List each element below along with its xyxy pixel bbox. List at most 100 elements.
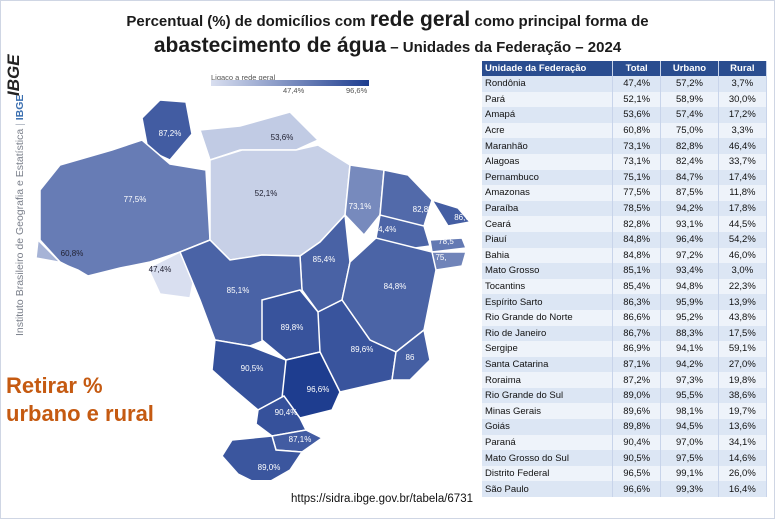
table-cell-value: 57,2% — [660, 76, 719, 92]
table-cell-value: 97,5% — [660, 450, 719, 466]
table-row: Mato Grosso 85,1% 93,4% 3,0% — [482, 263, 768, 279]
table-row: Alagoas 73,1% 82,4% 33,7% — [482, 153, 768, 170]
table-cell-value: 82,8% — [612, 216, 662, 232]
table-cell-value: 94,8% — [660, 278, 719, 295]
table-cell-value: 96,5% — [612, 465, 662, 482]
table-cell-state: Rio de Janeiro — [482, 325, 613, 342]
table-row: Amazonas 77,5% 87,5% 11,8% — [482, 185, 768, 201]
table-cell-value: 87,1% — [612, 356, 662, 373]
table-row: Maranhão 73,1% 82,8% 46,4% — [482, 138, 768, 154]
table-cell-value: 26,0% — [718, 465, 768, 482]
table-cell-value: 94,1% — [660, 341, 719, 357]
table-cell-state: Distrito Federal — [482, 465, 613, 482]
table-cell-value: 93,1% — [660, 216, 719, 232]
chart-title-line1: Percentual (%) de domicílios com rede ge… — [126, 8, 649, 31]
table-cell-state: Paraná — [482, 434, 613, 451]
map-region-label: 73,1% — [349, 202, 372, 211]
table-row: Rio de Janeiro 86,7% 88,3% 17,5% — [482, 325, 768, 342]
map-region-label: 85,4% — [313, 255, 336, 264]
table-cell-value: 90,4% — [612, 434, 662, 451]
table-row: Amapá 53,6% 57,4% 17,2% — [482, 107, 768, 123]
map-region — [429, 237, 468, 253]
map-region — [391, 328, 431, 381]
table-row: Mato Grosso do Sul 90,5% 97,5% 14,6% — [482, 450, 768, 466]
table-cell-value: 16,4% — [718, 481, 768, 498]
map-region-label: 87,1% — [289, 435, 312, 444]
table-cell-value: 13,6% — [718, 419, 768, 435]
table-cell-state: Pernambuco — [482, 169, 613, 186]
table-cell-value: 54,2% — [718, 231, 768, 248]
table-row: Pará 52,1% 58,9% 30,0% — [482, 91, 768, 108]
table-cell-value: 89,8% — [612, 419, 662, 435]
table-cell-value: 97,2% — [660, 247, 719, 264]
table-cell-value: 89,6% — [612, 403, 662, 420]
legend-max-label: 96,6% — [346, 86, 368, 95]
table-cell-state: Ceará — [482, 216, 613, 232]
table-cell-value: 52,1% — [612, 91, 662, 108]
table-cell-value: 44,5% — [718, 216, 768, 232]
table-row: Sergipe 86,9% 94,1% 59,1% — [482, 341, 768, 357]
table-row: Rio Grande do Sul 89,0% 95,5% 38,6% — [482, 387, 768, 404]
table-cell-value: 17,5% — [718, 325, 768, 342]
map-region-label: 82,8% — [413, 205, 436, 214]
table-cell-value: 90,5% — [612, 450, 662, 466]
table-row: Distrito Federal 96,5% 99,1% 26,0% — [482, 465, 768, 482]
source-link[interactable]: https://sidra.ibge.gov.br/tabela/6731 — [291, 493, 473, 505]
map-region-label: 96,6% — [307, 385, 330, 394]
map-region-label: 84,8% — [384, 282, 407, 291]
table-cell-value: 19,7% — [718, 403, 768, 420]
map-region-label: 53,6% — [271, 133, 294, 142]
data-table: Unidade da Federação Total Urbano Rural Ron… — [482, 61, 768, 498]
table-row: Piauí 84,8% 96,4% 54,2% — [482, 231, 768, 248]
table-cell-value: 57,4% — [660, 107, 719, 123]
table-cell-value: 17,4% — [718, 169, 768, 186]
table-row: Pernambuco 75,1% 84,7% 17,4% — [482, 169, 768, 186]
map-region-label: 77,5% — [124, 195, 147, 204]
table-cell-value: 95,5% — [660, 387, 719, 404]
table-header-cell: Total — [612, 61, 662, 76]
table-cell-value: 59,1% — [718, 341, 768, 357]
brazil-choropleth-map: 87,2% 53,6% 77,5% 52,1% 60,8% 47,4% 73,1% 82,8%… — [35, 99, 472, 480]
table-cell-value: 96,6% — [612, 481, 662, 498]
table-cell-value: 17,2% — [718, 107, 768, 123]
map-region-label: 90,5% — [241, 364, 264, 373]
table-cell-state: Rondônia — [482, 76, 613, 92]
table-cell-value: 84,8% — [612, 231, 662, 248]
map-region-label: 47,4% — [149, 265, 172, 274]
table-row: Santa Catarina 87,1% 94,2% 27,0% — [482, 356, 768, 373]
table-cell-state: Acre — [482, 122, 613, 139]
table-cell-value: 88,3% — [660, 325, 719, 342]
map-region — [344, 164, 385, 237]
table-cell-value: 14,6% — [718, 450, 768, 466]
table-cell-value: 30,0% — [718, 91, 768, 108]
table-cell-state: Rio Grande do Norte — [482, 309, 613, 326]
table-row: Goiás 89,8% 94,5% 13,6% — [482, 419, 768, 435]
table-cell-value: 87,5% — [660, 185, 719, 201]
table-cell-value: 77,5% — [612, 185, 662, 201]
annotation-note: Retirar % urbano e rural — [6, 373, 154, 426]
table-cell-value: 11,8% — [718, 185, 768, 201]
table-cell-value: 86,7% — [612, 325, 662, 342]
map-region-label: 89,8% — [281, 323, 304, 332]
table-cell-value: 46,0% — [718, 247, 768, 264]
table-cell-value: 89,0% — [612, 387, 662, 404]
map-region-label: 89,0% — [258, 463, 281, 472]
table-cell-state: Maranhão — [482, 138, 613, 154]
map-region-label: 86 — [406, 353, 415, 362]
table-cell-state: Rio Grande do Sul — [482, 387, 613, 404]
table-cell-value: 3,3% — [718, 122, 768, 139]
table-cell-state: Espírito Sarto — [482, 294, 613, 310]
table-cell-value: 84,8% — [612, 247, 662, 264]
table-cell-value: 82,8% — [660, 138, 719, 154]
table-header-cell: Rural — [718, 61, 768, 76]
map-region — [35, 238, 89, 277]
table-cell-value: 43,8% — [718, 309, 768, 326]
legend-title: Ligaco a rede geral — [211, 73, 276, 82]
table-cell-value: 47,4% — [612, 76, 662, 92]
legend-color-scale — [211, 80, 369, 86]
table-row: São Paulo 96,6% 99,3% 16,4% — [482, 481, 768, 498]
table-cell-state: Bahia — [482, 247, 613, 264]
map-region-label: 78,5 — [438, 237, 454, 246]
table-cell-value: 85,1% — [612, 263, 662, 279]
map-region-label: 60,8% — [61, 249, 84, 258]
